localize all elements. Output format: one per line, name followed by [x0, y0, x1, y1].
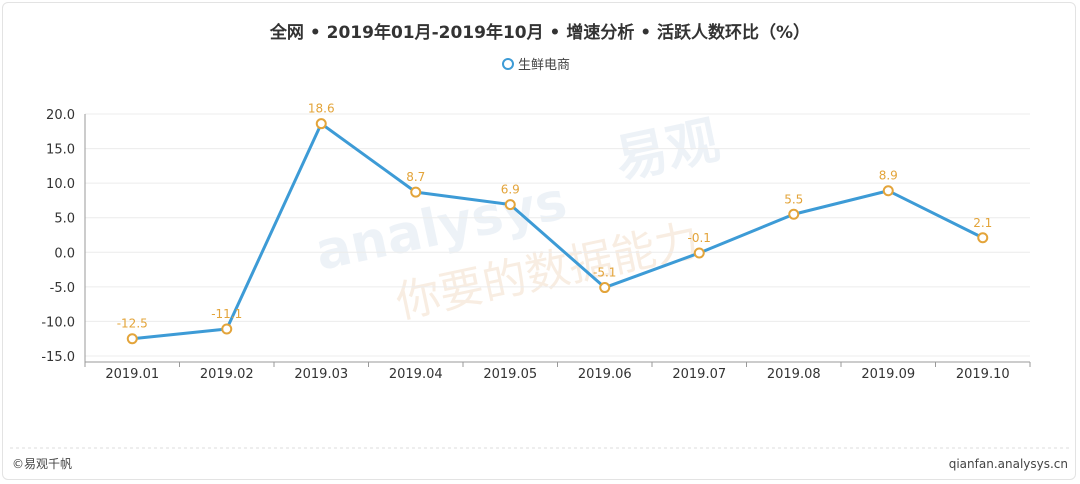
- y-tick-label: -15.0: [41, 350, 75, 365]
- x-tick-label: 2019.10: [956, 367, 1010, 382]
- data-point: [410, 186, 422, 198]
- y-tick-label: -5.0: [50, 281, 75, 296]
- data-point: [126, 333, 138, 345]
- grid: [85, 113, 1030, 357]
- data-label: 8.9: [879, 169, 898, 183]
- y-tick-label: 0.0: [54, 246, 75, 261]
- watermark: 易观 analysys 你要的数据能力: [310, 110, 724, 328]
- data-point: [315, 118, 327, 130]
- legend-marker: [502, 58, 514, 70]
- legend-label: 生鲜电商: [518, 58, 570, 73]
- series-line: [126, 118, 989, 345]
- x-axis: 2019.01 2019.02 2019.03 2019.04 2019.05 2019.…: [84, 361, 1031, 382]
- x-tick-label: 2019.08: [767, 367, 821, 382]
- y-tick-label: 20.0: [46, 108, 75, 123]
- x-tick-label: 2019.05: [483, 367, 537, 382]
- data-point: [221, 323, 233, 335]
- y-tick-label: 15.0: [46, 143, 75, 158]
- legend[interactable]: 生鲜电商: [502, 58, 570, 73]
- x-tick-label: 2019.06: [578, 367, 632, 382]
- data-label: -11.1: [211, 307, 242, 321]
- watermark-brand: 易观: [610, 110, 724, 190]
- data-label: 5.5: [784, 192, 803, 206]
- data-point: [693, 247, 705, 259]
- x-tick-label: 2019.03: [294, 367, 348, 382]
- data-point: [788, 208, 800, 220]
- x-tick-label: 2019.07: [672, 367, 726, 382]
- x-tick-label: 2019.04: [389, 367, 443, 382]
- data-label: 8.7: [406, 170, 425, 184]
- data-label: 6.9: [501, 183, 520, 197]
- data-point: [977, 232, 989, 244]
- footer-site[interactable]: qianfan.analysys.cn: [949, 457, 1068, 471]
- data-labels: -12.5 -11.1 18.6 8.7 6.9 -5.1 -0.1 5.5 8.9 2.1: [117, 102, 993, 331]
- data-label: 18.6: [308, 102, 335, 116]
- x-tick-label: 2019.01: [105, 367, 159, 382]
- data-point: [882, 185, 894, 197]
- y-tick-label: -10.0: [41, 315, 75, 330]
- data-label: -5.1: [593, 266, 616, 280]
- footer-copyright: ©易观千帆: [12, 456, 72, 471]
- x-tick-label: 2019.09: [861, 367, 915, 382]
- y-tick-label: 10.0: [46, 177, 75, 192]
- data-label: -12.5: [117, 317, 148, 331]
- x-tick-label: 2019.02: [200, 367, 254, 382]
- data-label: -0.1: [688, 231, 711, 245]
- data-point: [504, 199, 516, 211]
- y-tick-label: 5.0: [54, 212, 75, 227]
- chart-title: 全网 • 2019年01月-2019年10月 • 增速分析 • 活跃人数环比（%…: [269, 22, 810, 43]
- y-axis: 20.0 15.0 10.0 5.0 0.0 -5.0 -10.0 -15.0: [41, 108, 86, 365]
- data-label: 2.1: [973, 216, 992, 230]
- series-polyline: [132, 122, 984, 341]
- data-point: [599, 282, 611, 294]
